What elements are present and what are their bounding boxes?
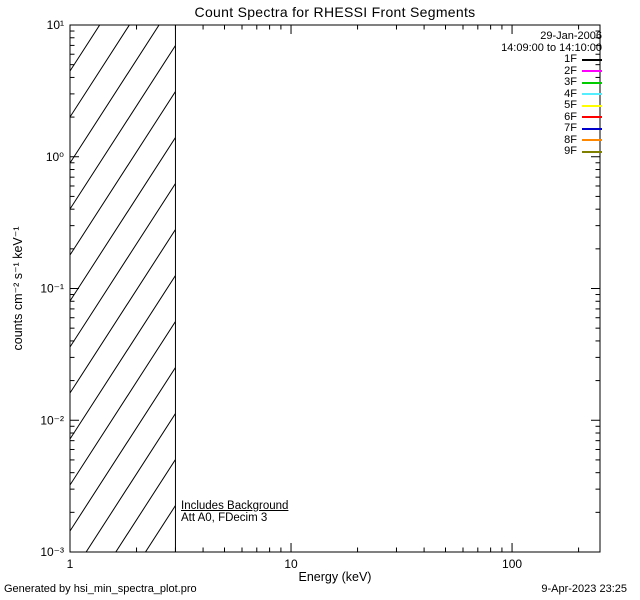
- legend-entry-label: 3F: [564, 76, 577, 88]
- x-axis-label: Energy (keV): [299, 570, 372, 584]
- legend-entry-line: [582, 93, 602, 96]
- hatch-line: [70, 137, 176, 302]
- y-tick-label: 10⁻³: [40, 545, 64, 559]
- legend-entry: 8F: [501, 133, 602, 147]
- y-tick-label: 10⁻²: [40, 413, 64, 427]
- legend-date: 29-Jan-2006: [540, 30, 602, 42]
- legend-entry-label: 7F: [564, 122, 577, 134]
- legend-entry-label: 6F: [564, 110, 577, 123]
- legend-entry: 6F: [501, 110, 602, 124]
- legend-entry-label: 4F: [564, 87, 577, 100]
- hatch-line: [70, 183, 176, 348]
- legend-entry-line: [582, 81, 602, 84]
- legend-entry: 4F: [501, 87, 602, 101]
- legend-entry: 5F: [501, 99, 602, 112]
- x-tick-label: 10: [284, 557, 298, 571]
- hatch-line: [70, 321, 176, 486]
- x-tick-label: 100: [502, 557, 522, 571]
- legend-entry: 2F: [501, 64, 602, 78]
- axes: [69, 24, 601, 553]
- legend-time-range: 14:09:00 to 14:10:00: [501, 41, 602, 54]
- legend-entry-label: 5F: [564, 99, 577, 111]
- render-timestamp: 9-Apr-2023 23:25: [541, 583, 627, 595]
- legend-entry-label: 2F: [564, 64, 577, 77]
- y-tick-label: 10⁻¹: [40, 282, 64, 296]
- legend-entry: 1F: [501, 53, 602, 66]
- y-tick-label: 10⁰: [46, 150, 64, 164]
- annotation-attenuator-state: Att A0, FDecim 3: [181, 512, 268, 524]
- hatch-line: [70, 25, 101, 72]
- hatch-line: [70, 275, 176, 440]
- legend-entry: 7F: [501, 122, 602, 135]
- y-tick-label: 10¹: [47, 18, 64, 32]
- legend-entry-line: [582, 127, 602, 130]
- hatch-line: [70, 91, 176, 256]
- generated-by-text: Generated by hsi_min_spectra_plot.pro: [4, 583, 197, 595]
- hatch-line: [144, 505, 176, 552]
- annotation-includes-background: Includes Background: [181, 500, 289, 512]
- legend-entry-line: [582, 116, 602, 119]
- hatch-line: [70, 25, 71, 26]
- chart-title: Count Spectra for RHESSI Front Segments: [194, 4, 476, 20]
- legend-entry-line: [582, 150, 602, 153]
- hatch-line: [70, 45, 176, 210]
- legend-entry: 9F: [501, 145, 602, 158]
- x-tick-label: 1: [67, 557, 74, 571]
- legend-entry-label: 9F: [564, 145, 577, 157]
- legend-header: 29-Jan-2006 14:09:00 to 14:10:00: [501, 30, 602, 54]
- hatch-line: [85, 413, 176, 552]
- hatched-region: [70, 25, 176, 552]
- legend-entry-line: [582, 104, 602, 107]
- hatch-line: [70, 25, 130, 118]
- legend-entries: 1F 2F 3F 4F 5F 6F 7F 8F 9F: [501, 53, 602, 158]
- legend-entry-line: [582, 58, 602, 61]
- hatch-line: [70, 367, 176, 532]
- legend-entry: 3F: [501, 76, 602, 89]
- legend-entry-label: 8F: [564, 133, 577, 146]
- legend-entry-label: 1F: [564, 53, 577, 65]
- hatch-line: [70, 25, 160, 164]
- legend: 29-Jan-2006 14:09:00 to 14:10:00 1F 2F 3F 4…: [501, 30, 602, 158]
- legend-entry-line: [582, 70, 602, 73]
- hatch-line: [70, 229, 176, 394]
- y-axis-label: counts cm⁻² s⁻¹ keV⁻¹: [11, 227, 25, 351]
- plot-annotations: Includes Background Att A0, FDecim 3: [181, 500, 288, 524]
- legend-entry-line: [582, 139, 602, 142]
- hatch-line: [115, 459, 176, 552]
